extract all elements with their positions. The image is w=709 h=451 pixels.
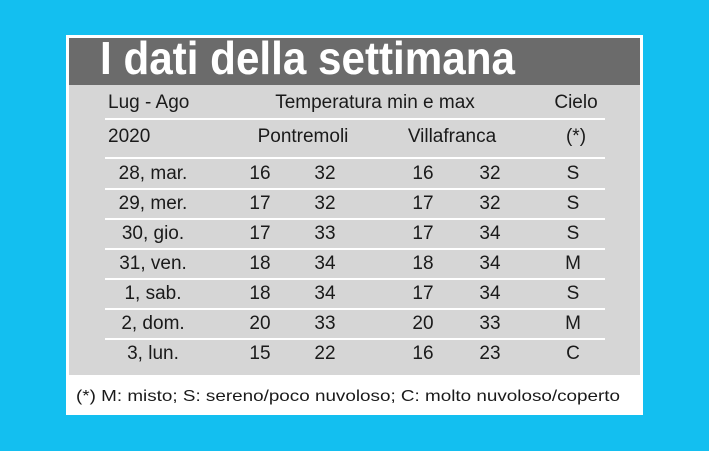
date-cell: 3, lun. xyxy=(127,343,179,364)
table-bg xyxy=(69,85,640,375)
subheader-cell: Villafranca xyxy=(408,126,497,147)
date-cell: 29, mer. xyxy=(119,193,188,214)
title: I dati della settimana xyxy=(100,32,515,84)
sky-cell: C xyxy=(566,343,580,364)
title-bar xyxy=(69,38,640,85)
temp-cell: 32 xyxy=(479,163,500,184)
subheader-cell: (*) xyxy=(566,126,586,147)
date-cell: 1, sab. xyxy=(124,283,181,304)
temp-cell: 17 xyxy=(412,193,433,214)
temp-cell: 22 xyxy=(314,343,335,364)
header-cell: Temperatura min e max xyxy=(275,92,475,113)
temp-cell: 17 xyxy=(249,223,270,244)
temp-cell: 18 xyxy=(249,253,270,274)
temp-cell: 33 xyxy=(314,223,335,244)
sky-cell: S xyxy=(567,163,580,184)
sky-cell: M xyxy=(565,253,581,274)
temp-cell: 16 xyxy=(249,163,270,184)
temp-cell: 32 xyxy=(479,193,500,214)
temp-cell: 23 xyxy=(479,343,500,364)
temp-cell: 17 xyxy=(412,223,433,244)
temp-cell: 20 xyxy=(412,313,433,334)
temp-cell: 18 xyxy=(412,253,433,274)
subheader-cell: 2020 xyxy=(108,126,150,147)
temp-cell: 32 xyxy=(314,193,335,214)
header-cell: Cielo xyxy=(554,92,597,113)
temp-cell: 17 xyxy=(412,283,433,304)
date-cell: 28, mar. xyxy=(119,163,188,184)
temp-cell: 34 xyxy=(479,253,501,274)
date-cell: 31, ven. xyxy=(119,253,187,274)
temp-cell: 34 xyxy=(314,283,336,304)
temp-cell: 15 xyxy=(249,343,270,364)
sky-cell: M xyxy=(565,313,581,334)
temp-cell: 34 xyxy=(479,283,501,304)
sky-cell: S xyxy=(567,193,580,214)
temp-cell: 18 xyxy=(249,283,270,304)
temp-cell: 20 xyxy=(249,313,270,334)
temp-cell: 17 xyxy=(249,193,270,214)
temp-cell: 32 xyxy=(314,163,335,184)
footnote: (*) M: misto; S: sereno/poco nuvoloso; C… xyxy=(76,388,620,405)
subheader-cell: Pontremoli xyxy=(258,126,349,147)
temp-cell: 33 xyxy=(479,313,500,334)
temp-cell: 34 xyxy=(314,253,336,274)
header-cell: Lug - Ago xyxy=(108,92,189,113)
date-cell: 30, gio. xyxy=(122,223,184,244)
temp-cell: 16 xyxy=(412,163,433,184)
temp-cell: 33 xyxy=(314,313,335,334)
temp-cell: 34 xyxy=(479,223,501,244)
sky-cell: S xyxy=(567,223,580,244)
sky-cell: S xyxy=(567,283,580,304)
temp-cell: 16 xyxy=(412,343,433,364)
date-cell: 2, dom. xyxy=(121,313,184,334)
